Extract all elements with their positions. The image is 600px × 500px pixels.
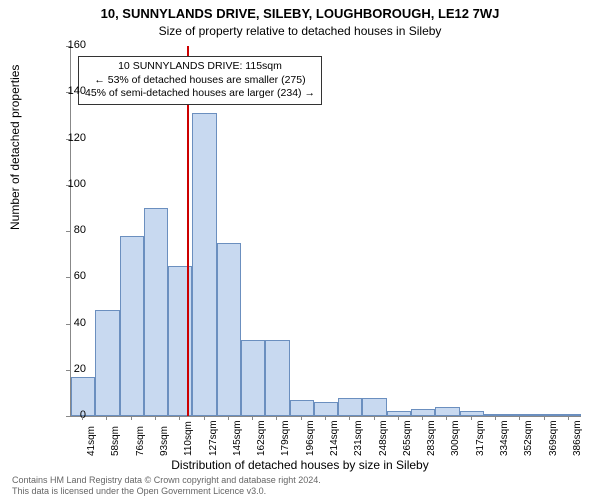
x-tick-mark	[398, 416, 399, 420]
x-tick-label: 93sqm	[159, 426, 170, 456]
bar	[265, 340, 289, 416]
y-tick-mark	[66, 139, 70, 140]
y-tick-label: 120	[46, 132, 86, 144]
y-tick-label: 40	[46, 317, 86, 329]
bar	[120, 236, 144, 416]
bar	[557, 414, 581, 416]
x-tick-mark	[131, 416, 132, 420]
chart-title-line1: 10, SUNNYLANDS DRIVE, SILEBY, LOUGHBOROU…	[0, 6, 600, 21]
x-tick-label: 369sqm	[548, 420, 559, 456]
x-tick-mark	[301, 416, 302, 420]
bar	[241, 340, 265, 416]
x-tick-label: 76sqm	[135, 426, 146, 456]
chart-container: 10, SUNNYLANDS DRIVE, SILEBY, LOUGHBOROU…	[0, 0, 600, 500]
x-tick-mark	[544, 416, 545, 420]
x-tick-mark	[495, 416, 496, 420]
y-tick-mark	[66, 92, 70, 93]
x-tick-mark	[155, 416, 156, 420]
bar	[217, 243, 241, 416]
x-tick-mark	[568, 416, 569, 420]
y-tick-label: 140	[46, 85, 86, 97]
bar	[314, 402, 338, 416]
x-tick-label: 283sqm	[426, 420, 437, 456]
x-tick-label: 248sqm	[378, 420, 389, 456]
x-tick-mark	[204, 416, 205, 420]
info-box-line3: 45% of semi-detached houses are larger (…	[85, 87, 315, 101]
x-tick-label: 41sqm	[86, 426, 97, 456]
bar	[460, 411, 484, 416]
x-tick-mark	[252, 416, 253, 420]
x-tick-mark	[349, 416, 350, 420]
x-tick-mark	[82, 416, 83, 420]
x-tick-label: 317sqm	[475, 420, 486, 456]
bar	[144, 208, 168, 416]
x-tick-label: 334sqm	[499, 420, 510, 456]
bar	[192, 113, 216, 416]
bar	[387, 411, 411, 416]
x-tick-mark	[422, 416, 423, 420]
x-tick-label: 265sqm	[402, 420, 413, 456]
bar	[338, 398, 362, 417]
info-box-line2: ← 53% of detached houses are smaller (27…	[85, 74, 315, 88]
x-tick-label: 214sqm	[329, 420, 340, 456]
y-tick-label: 60	[46, 270, 86, 282]
y-tick-label: 0	[46, 409, 86, 421]
y-tick-mark	[66, 46, 70, 47]
bar	[435, 407, 459, 416]
y-tick-mark	[66, 231, 70, 232]
credit-text: Contains HM Land Registry data © Crown c…	[12, 475, 321, 496]
y-tick-label: 20	[46, 363, 86, 375]
x-tick-mark	[446, 416, 447, 420]
y-tick-mark	[66, 185, 70, 186]
x-tick-label: 352sqm	[523, 420, 534, 456]
y-tick-label: 80	[46, 224, 86, 236]
x-tick-label: 196sqm	[305, 420, 316, 456]
bar	[411, 409, 435, 416]
y-tick-mark	[66, 324, 70, 325]
x-axis-label: Distribution of detached houses by size …	[0, 458, 600, 472]
bar	[362, 398, 386, 417]
bar	[508, 414, 532, 416]
x-tick-mark	[276, 416, 277, 420]
y-axis-label: Number of detached properties	[8, 65, 22, 230]
y-tick-label: 160	[46, 39, 86, 51]
x-tick-mark	[374, 416, 375, 420]
x-tick-label: 145sqm	[232, 420, 243, 456]
y-tick-label: 100	[46, 178, 86, 190]
x-tick-label: 231sqm	[353, 420, 364, 456]
y-tick-mark	[66, 416, 70, 417]
x-tick-mark	[228, 416, 229, 420]
bar	[532, 414, 556, 416]
info-box: 10 SUNNYLANDS DRIVE: 115sqm ← 53% of det…	[78, 56, 322, 105]
x-tick-label: 300sqm	[450, 420, 461, 456]
x-tick-mark	[519, 416, 520, 420]
x-tick-label: 110sqm	[183, 421, 194, 456]
x-tick-label: 58sqm	[110, 426, 121, 456]
x-tick-mark	[325, 416, 326, 420]
x-tick-label: 127sqm	[208, 420, 219, 456]
credit-line1: Contains HM Land Registry data © Crown c…	[12, 475, 321, 485]
x-tick-mark	[471, 416, 472, 420]
y-tick-mark	[66, 277, 70, 278]
x-tick-mark	[179, 416, 180, 420]
bar	[290, 400, 314, 416]
credit-line2: This data is licensed under the Open Gov…	[12, 486, 321, 496]
x-tick-mark	[106, 416, 107, 420]
x-tick-label: 162sqm	[256, 420, 267, 456]
bar	[95, 310, 119, 416]
info-box-line1: 10 SUNNYLANDS DRIVE: 115sqm	[85, 60, 315, 74]
y-tick-mark	[66, 370, 70, 371]
x-tick-label: 179sqm	[280, 420, 291, 456]
chart-title-line2: Size of property relative to detached ho…	[0, 24, 600, 38]
x-tick-label: 386sqm	[572, 420, 583, 456]
